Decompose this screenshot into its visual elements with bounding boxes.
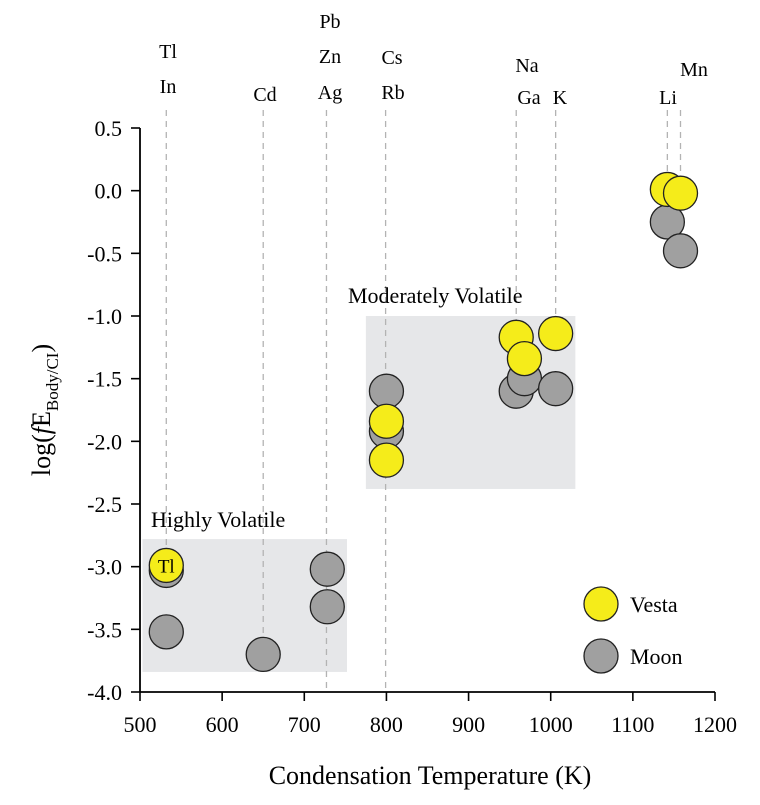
legend-marker-moon: [583, 638, 619, 674]
legend-label-moon: Moon: [630, 644, 683, 669]
point-layer: Tl: [148, 171, 699, 673]
element-label-cs: Cs: [381, 47, 402, 69]
point-moon: [148, 614, 184, 650]
point-vesta: [662, 175, 699, 211]
y-tick-label: -2.0: [87, 429, 122, 454]
element-labels: Tl In Cd Pb Zn Ag Cs Rb Na Ga K Li Mn: [159, 11, 708, 109]
legend: Vesta Moon: [583, 586, 683, 674]
point-moon: [537, 371, 574, 407]
legend-marker-vesta: [583, 586, 619, 622]
x-axis-title: Condensation Temperature (K): [269, 761, 592, 790]
y-tick-label: -1.0: [87, 304, 122, 329]
point-moon: [245, 636, 281, 673]
element-label-ag: Ag: [318, 82, 342, 104]
point-moon: [309, 589, 345, 625]
point-moon: [309, 551, 345, 587]
x-tick-label: 1100: [611, 712, 654, 737]
x-tick-label: 800: [370, 712, 403, 737]
axes: 500 600 700 800 900 1000 1100 1200 0.5 0.0 -0.5 -1…: [87, 116, 737, 737]
y-axis-title-sub: Body/CI: [43, 352, 62, 411]
y-tick-label: -1.5: [87, 367, 122, 392]
y-tick-label: 0.0: [95, 179, 123, 204]
y-tick-label: -4.0: [87, 680, 122, 705]
element-label-k: K: [553, 87, 568, 109]
point-moon: [368, 373, 405, 409]
x-tick-label: 600: [206, 712, 239, 737]
point-vesta: [368, 403, 405, 439]
y-axis-title-f: f: [27, 423, 56, 434]
y-tick-label: -0.5: [87, 241, 122, 266]
x-tick-label: 500: [124, 712, 157, 737]
y-axis-title: log(fEBody/CI): [27, 344, 62, 476]
y-tick-label: -3.0: [87, 555, 122, 580]
element-label-zn: Zn: [319, 46, 341, 68]
element-label-tl: Tl: [159, 41, 177, 63]
element-label-pb: Pb: [319, 11, 340, 33]
point-label: Tl: [158, 556, 175, 577]
point-vesta: [537, 315, 574, 352]
y-tick-label: -2.5: [87, 492, 122, 517]
point-moon: [662, 233, 699, 269]
x-tick-label: 700: [288, 712, 321, 737]
element-label-ga: Ga: [517, 87, 540, 109]
element-label-cd: Cd: [253, 84, 276, 106]
point-vesta: [368, 442, 405, 478]
y-tick-label: -3.5: [87, 617, 122, 642]
point-vesta: [506, 340, 543, 377]
element-label-li: Li: [659, 87, 677, 109]
y-ticks: 0.5 0.0 -0.5 -1.0 -1.5 -2.0 -2.5 -3.0 -3.5 -4.0: [87, 116, 140, 705]
x-tick-label: 900: [452, 712, 485, 737]
element-label-in: In: [160, 76, 177, 98]
region-label-highly-volatile: Highly Volatile: [151, 507, 285, 532]
x-ticks: 500 600 700 800 900 1000 1100 1200: [124, 692, 737, 737]
y-axis-title-e: E: [27, 411, 56, 427]
element-label-rb: Rb: [381, 82, 404, 104]
y-axis-title-prefix: log(: [27, 434, 56, 476]
y-tick-label: 0.5: [95, 116, 123, 141]
x-tick-label: 1000: [529, 712, 573, 737]
point-vesta: [148, 547, 184, 584]
legend-label-vesta: Vesta: [630, 592, 678, 617]
element-label-na: Na: [515, 55, 538, 77]
region-label-moderately-volatile: Moderately Volatile: [348, 283, 523, 308]
element-label-mn: Mn: [680, 59, 708, 81]
x-tick-label: 1200: [693, 712, 737, 737]
y-axis-title-suffix: ): [27, 344, 56, 353]
